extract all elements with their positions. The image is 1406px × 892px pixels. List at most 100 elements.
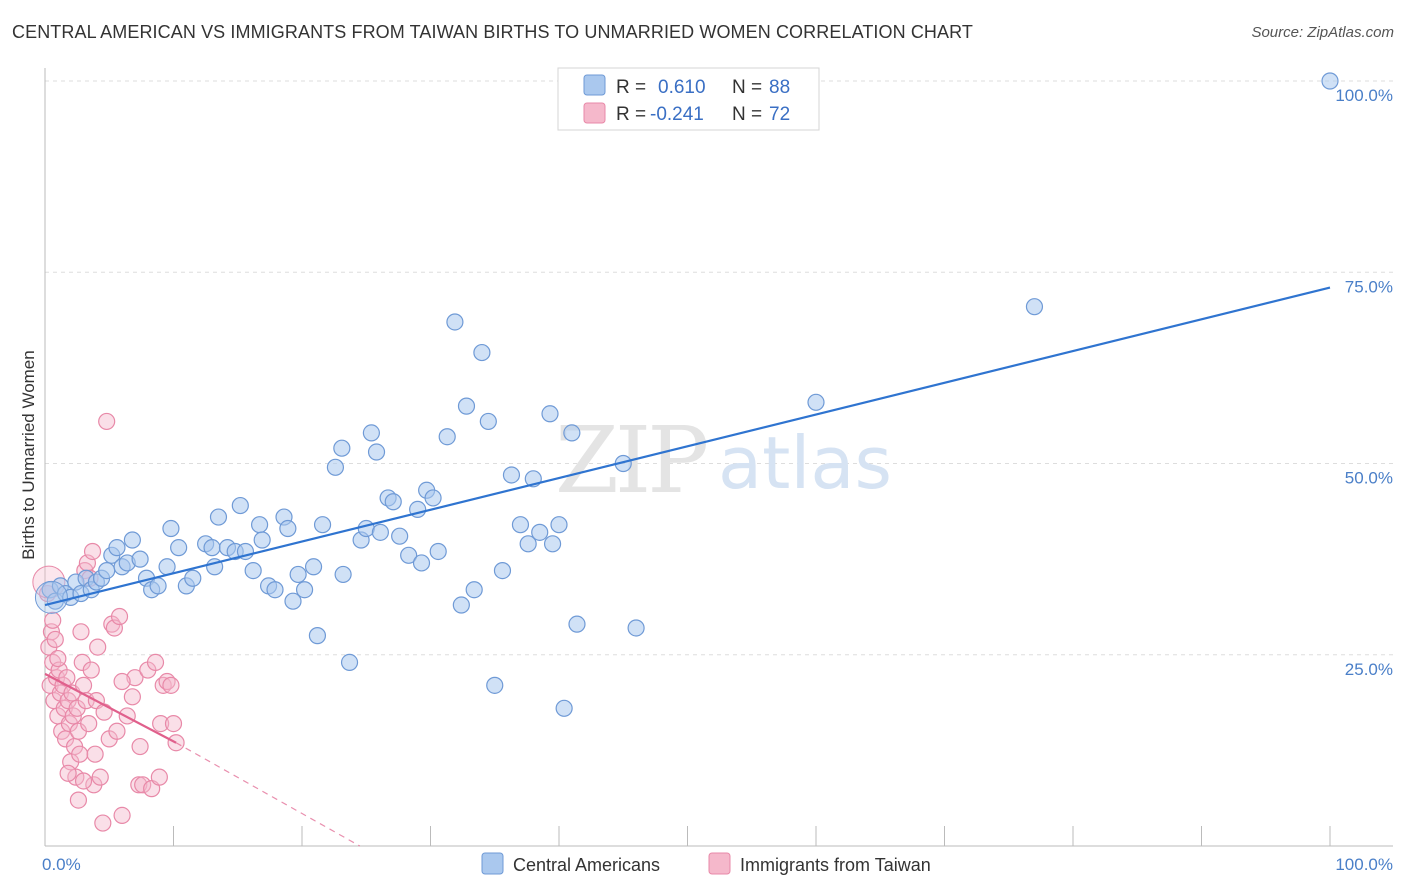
data-point-central-american	[465, 581, 483, 599]
series-immigrants-from-taiwan	[32, 412, 185, 832]
data-point-central-american	[333, 439, 351, 457]
data-point-central-american	[131, 550, 149, 568]
data-point-taiwan	[108, 722, 126, 740]
trend-line-taiwan-extension	[175, 742, 361, 847]
grid-lines	[45, 80, 1393, 656]
data-point-taiwan	[152, 714, 170, 733]
data-point-taiwan	[67, 768, 85, 786]
legend-r-label: R =	[616, 77, 646, 98]
data-point-central-american	[400, 546, 418, 564]
data-point-taiwan	[91, 768, 109, 786]
watermark: ZIP atlas	[555, 407, 892, 514]
data-point-central-american	[429, 542, 447, 561]
data-point-central-american	[123, 531, 141, 549]
data-point-taiwan	[80, 714, 98, 733]
tick-labels: 25.0% 50.0% 75.0% 100.0% 0.0% 100.0%	[42, 86, 1393, 874]
data-point-central-american	[424, 489, 442, 507]
data-point-taiwan	[59, 764, 77, 782]
data-point-central-american	[412, 554, 431, 572]
data-point-taiwan	[126, 669, 144, 687]
data-point-taiwan	[94, 814, 112, 832]
data-point-central-american	[170, 539, 188, 557]
data-point-taiwan	[49, 649, 67, 668]
data-point-central-american	[563, 424, 581, 442]
data-point-taiwan	[74, 772, 93, 790]
data-point-central-american	[98, 561, 116, 580]
data-point-central-american	[493, 561, 512, 580]
data-point-central-american	[519, 535, 537, 553]
data-point-taiwan	[113, 672, 131, 691]
data-point-central-american-cluster	[34, 580, 68, 614]
data-point-central-american	[326, 458, 345, 476]
watermark-atlas: atlas	[718, 421, 892, 505]
axes	[44, 68, 1393, 847]
data-point-central-american	[541, 405, 559, 423]
data-point-taiwan	[150, 768, 168, 786]
data-point-central-american	[209, 508, 228, 526]
legend-n-value: 88	[769, 77, 790, 98]
data-point-central-american	[357, 519, 375, 538]
y-tick-label: 50.0%	[1345, 469, 1393, 488]
data-point-taiwan	[134, 776, 152, 794]
data-point-central-american	[284, 592, 302, 610]
y-tick-label: 25.0%	[1345, 660, 1393, 679]
data-point-taiwan	[146, 653, 165, 672]
data-point-central-american	[203, 539, 221, 557]
data-point-taiwan	[82, 661, 100, 679]
x-tick-label: 0.0%	[42, 855, 81, 874]
data-point-central-american	[149, 577, 167, 595]
series-legend: Central Americans Immigrants from Taiwan	[481, 852, 931, 875]
data-point-taiwan	[110, 607, 129, 626]
data-point-taiwan	[98, 412, 116, 431]
data-point-taiwan	[113, 806, 131, 825]
trend-line-central-americans	[44, 286, 1331, 607]
x-tick-label: 100.0%	[1335, 855, 1393, 874]
data-point-central-american	[452, 596, 470, 614]
data-point-central-american	[253, 531, 271, 549]
data-point-central-american	[391, 527, 409, 545]
data-point-taiwan	[86, 745, 104, 763]
y-axis-title: Births to Unmarried Women	[19, 350, 38, 559]
data-point-taiwan	[44, 611, 62, 629]
data-point-central-american	[334, 565, 352, 584]
data-point-taiwan	[89, 638, 107, 656]
data-point-taiwan	[131, 737, 149, 756]
data-point-central-american	[162, 519, 180, 538]
chart-title: CENTRAL AMERICAN VS IMMIGRANTS FROM TAIW…	[12, 22, 974, 42]
data-point-central-american	[313, 516, 332, 534]
data-point-central-american	[295, 581, 314, 599]
data-point-central-american	[231, 496, 249, 515]
source-label: Source: ZipAtlas.com	[1251, 24, 1394, 41]
data-point-central-american	[1025, 298, 1044, 316]
legend-r-value: 0.610	[658, 77, 706, 98]
data-point-central-american	[108, 539, 126, 557]
data-point-central-american	[1321, 72, 1339, 90]
data-point-central-american	[367, 443, 386, 461]
data-point-central-american	[279, 519, 297, 538]
series-central-americans	[34, 72, 1339, 717]
data-point-taiwan	[162, 676, 180, 694]
y-tick-label: 100.0%	[1335, 86, 1393, 105]
data-point-central-american	[479, 412, 497, 431]
data-point-central-american	[244, 561, 262, 580]
data-point-central-american	[438, 428, 456, 446]
data-point-taiwan	[83, 542, 102, 561]
data-point-central-american	[304, 558, 323, 576]
data-point-central-american	[543, 535, 562, 553]
data-point-central-american	[362, 424, 380, 442]
y-tick-label: 75.0%	[1345, 277, 1393, 296]
data-point-taiwan	[72, 623, 90, 641]
data-point-central-american	[384, 493, 402, 511]
correlation-legend: R = 0.610 N = 88 R = -0.241 N = 72	[557, 67, 820, 131]
trend-lines	[44, 286, 1331, 847]
data-point-central-american	[184, 569, 202, 587]
data-point-central-american	[266, 581, 284, 599]
data-point-central-american	[289, 565, 307, 584]
data-point-central-american	[807, 393, 825, 411]
legend-swatch-blue	[583, 74, 606, 96]
data-point-central-american	[531, 523, 549, 541]
data-point-taiwan	[46, 630, 64, 649]
data-point-central-american	[250, 516, 269, 534]
data-point-central-american	[550, 516, 568, 534]
legend-n-value: 72	[769, 104, 790, 125]
